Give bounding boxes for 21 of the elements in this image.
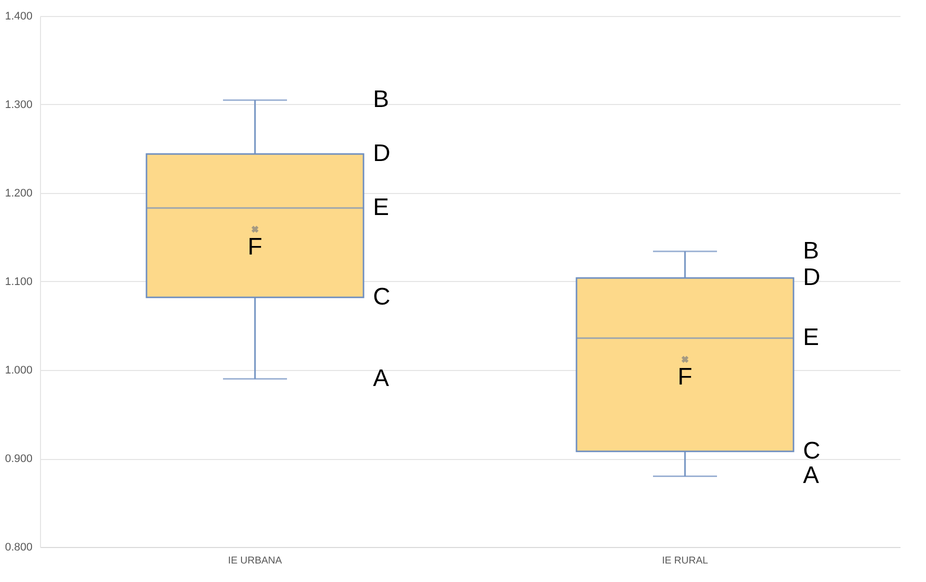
y-tick-label: 1.100 xyxy=(4,276,32,288)
y-tick-label: 0.800 xyxy=(4,542,32,554)
annotation: E xyxy=(373,194,390,222)
y-tick-label: 0.900 xyxy=(4,453,32,465)
y-tick-label: 1.000 xyxy=(4,364,32,376)
annotation: A xyxy=(803,462,820,490)
x-tick-label: IE RURAL xyxy=(662,556,708,566)
annotation: E xyxy=(803,324,820,352)
annotation: C xyxy=(803,437,820,464)
y-tick-label: 1.200 xyxy=(4,188,32,200)
annotation: B xyxy=(373,86,390,114)
annotation: F xyxy=(678,363,692,390)
y-tick-label: 1.300 xyxy=(4,99,32,111)
annotation: B xyxy=(803,237,820,264)
annotation: D xyxy=(373,140,390,168)
y-tick-label: 1.400 xyxy=(4,10,32,22)
annotation: D xyxy=(803,264,820,291)
annotation: F xyxy=(248,233,262,260)
annotation: A xyxy=(373,364,390,392)
annotation: C xyxy=(373,283,390,310)
x-tick-label: IE URBANA xyxy=(228,556,282,566)
